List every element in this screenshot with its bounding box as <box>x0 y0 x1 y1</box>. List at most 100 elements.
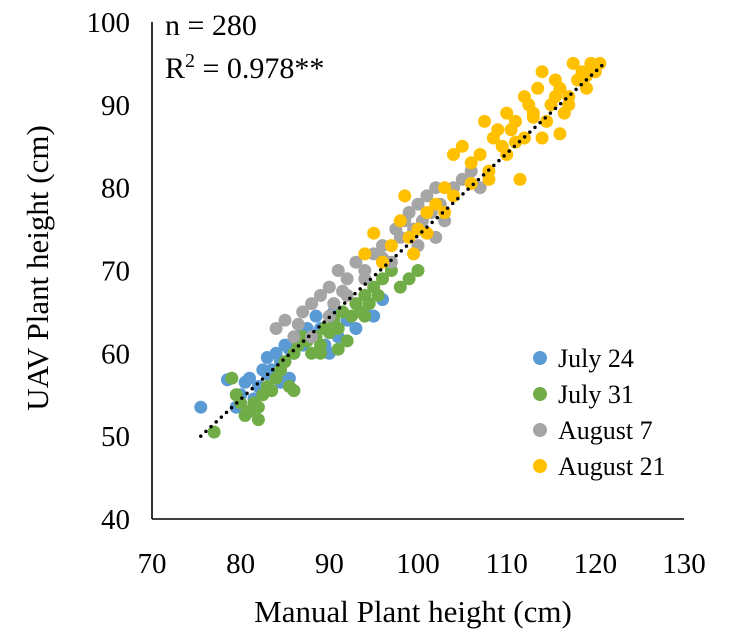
y-tick-label: 60 <box>101 338 130 370</box>
data-point <box>291 317 305 331</box>
x-tick-label: 90 <box>315 548 344 580</box>
data-point <box>278 313 292 327</box>
y-tick-label: 90 <box>101 90 130 122</box>
data-point <box>393 214 407 228</box>
data-point <box>531 81 545 95</box>
data-point <box>429 181 443 195</box>
data-point <box>331 322 345 335</box>
legend-label: July 31 <box>558 380 634 409</box>
data-point <box>535 131 549 145</box>
data-point <box>278 355 292 369</box>
legend-label: July 24 <box>558 344 634 373</box>
y-tick-label: 50 <box>101 421 130 453</box>
data-point <box>420 226 434 240</box>
data-point <box>349 255 363 269</box>
x-tick-label: 120 <box>574 548 618 580</box>
data-point <box>478 114 491 128</box>
data-point <box>548 90 562 104</box>
annotation-n: n = 280 <box>165 9 257 42</box>
annotation-r2: R2 = 0.978** <box>165 50 324 85</box>
data-point <box>438 181 452 195</box>
data-point <box>336 284 350 298</box>
data-point <box>243 371 256 385</box>
data-point <box>429 197 443 211</box>
data-point <box>473 148 487 161</box>
data-point <box>500 148 514 161</box>
y-axis-title: UAV Plant height (cm) <box>20 125 55 411</box>
data-point <box>314 346 327 360</box>
data-point <box>367 309 381 323</box>
legend-marker <box>533 387 547 401</box>
legend-item: August 21 <box>533 452 666 481</box>
x-tick-label: 80 <box>226 548 255 580</box>
data-point <box>309 309 323 323</box>
data-point <box>367 226 381 240</box>
data-point <box>358 309 372 323</box>
data-point <box>402 206 416 219</box>
data-point <box>513 172 527 186</box>
data-point <box>305 330 319 344</box>
data-point <box>376 239 389 253</box>
data-point <box>251 413 265 427</box>
data-point <box>420 189 434 203</box>
data-point <box>509 135 522 149</box>
x-tick-label: 100 <box>396 548 440 580</box>
data-point <box>402 272 416 286</box>
legend-marker <box>533 423 547 437</box>
data-point <box>407 247 421 261</box>
legend: July 24 July 31 August 7 August 21 <box>533 344 666 481</box>
data-point <box>398 189 412 203</box>
legend-item: August 7 <box>533 416 653 445</box>
annotation-r2-superscript: 2 <box>185 50 195 72</box>
data-point <box>358 272 372 286</box>
data-point <box>305 346 319 360</box>
y-tick-label: 80 <box>101 173 130 205</box>
y-tick-label: 100 <box>87 7 131 39</box>
data-point <box>234 396 248 410</box>
data-point <box>500 106 514 120</box>
x-axis-title: Manual Plant height (cm) <box>254 594 572 629</box>
data-point <box>593 56 607 70</box>
x-tick-label: 70 <box>138 548 167 580</box>
data-point <box>393 280 407 294</box>
data-point <box>411 264 425 277</box>
data-point <box>207 425 221 439</box>
legend-marker <box>533 351 547 365</box>
data-point <box>371 288 385 302</box>
data-point <box>362 297 376 311</box>
data-point <box>540 114 554 128</box>
data-point <box>305 297 319 311</box>
data-point <box>340 334 354 348</box>
data-point <box>251 400 265 414</box>
annotation-r2-value: = 0.978** <box>195 52 324 85</box>
data-point <box>447 148 460 161</box>
data-point <box>509 114 522 128</box>
data-point <box>296 305 310 319</box>
data-point <box>566 56 580 70</box>
data-point <box>225 371 239 385</box>
legend-marker <box>533 459 547 473</box>
data-point <box>464 177 478 190</box>
data-point <box>269 322 283 335</box>
data-point <box>376 255 389 269</box>
data-point <box>553 127 567 141</box>
data-point <box>349 322 363 335</box>
data-point <box>376 272 389 286</box>
annotation-r2-prefix: R <box>165 52 185 85</box>
data-point <box>322 280 336 294</box>
y-tick-label: 70 <box>101 256 130 288</box>
data-point <box>331 342 345 356</box>
data-point <box>464 156 478 170</box>
data-point <box>194 400 208 414</box>
data-point <box>340 272 354 286</box>
data-point <box>491 123 505 137</box>
data-point <box>580 69 593 83</box>
data-point <box>331 264 345 277</box>
data-point <box>265 384 279 398</box>
plot-area <box>194 56 607 439</box>
data-point <box>384 239 398 253</box>
y-tick-label: 40 <box>101 504 130 536</box>
data-point <box>455 139 469 153</box>
x-tick-label: 130 <box>662 548 706 580</box>
